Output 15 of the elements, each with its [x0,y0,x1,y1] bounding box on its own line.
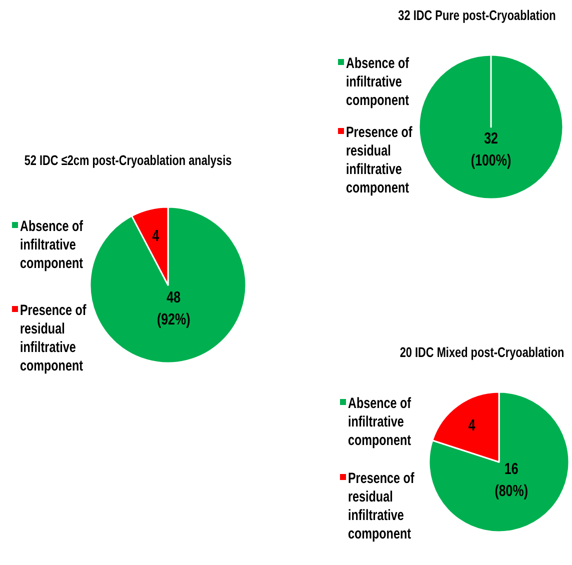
pie-slice [89,206,247,364]
data-label: 4 [468,417,476,436]
legend-label: Absence of infiltrative component [348,394,412,448]
chart-title: 20 IDC Mixed post-Cryoablation [400,344,564,360]
chart-title: 52 IDC ≤2cm post-Cryoablation analysis [24,152,232,168]
legend-label: Presence of residual infiltrative component [348,470,415,542]
data-label: 48 (92%) [156,289,190,330]
chart-title: 32 IDC Pure post-Cryoablation [398,8,556,24]
legend-label: Absence of infiltrative component [346,54,410,108]
legend-label: Absence of infiltrative component [20,218,84,272]
data-label: 16 (80%) [494,460,528,500]
legend-label: Presence of residual infiltrative component [20,302,87,374]
data-label: 32 (100%) [470,130,512,170]
data-label: 4 [152,228,160,246]
legend-label: Presence of residual infiltrative component [346,124,413,196]
